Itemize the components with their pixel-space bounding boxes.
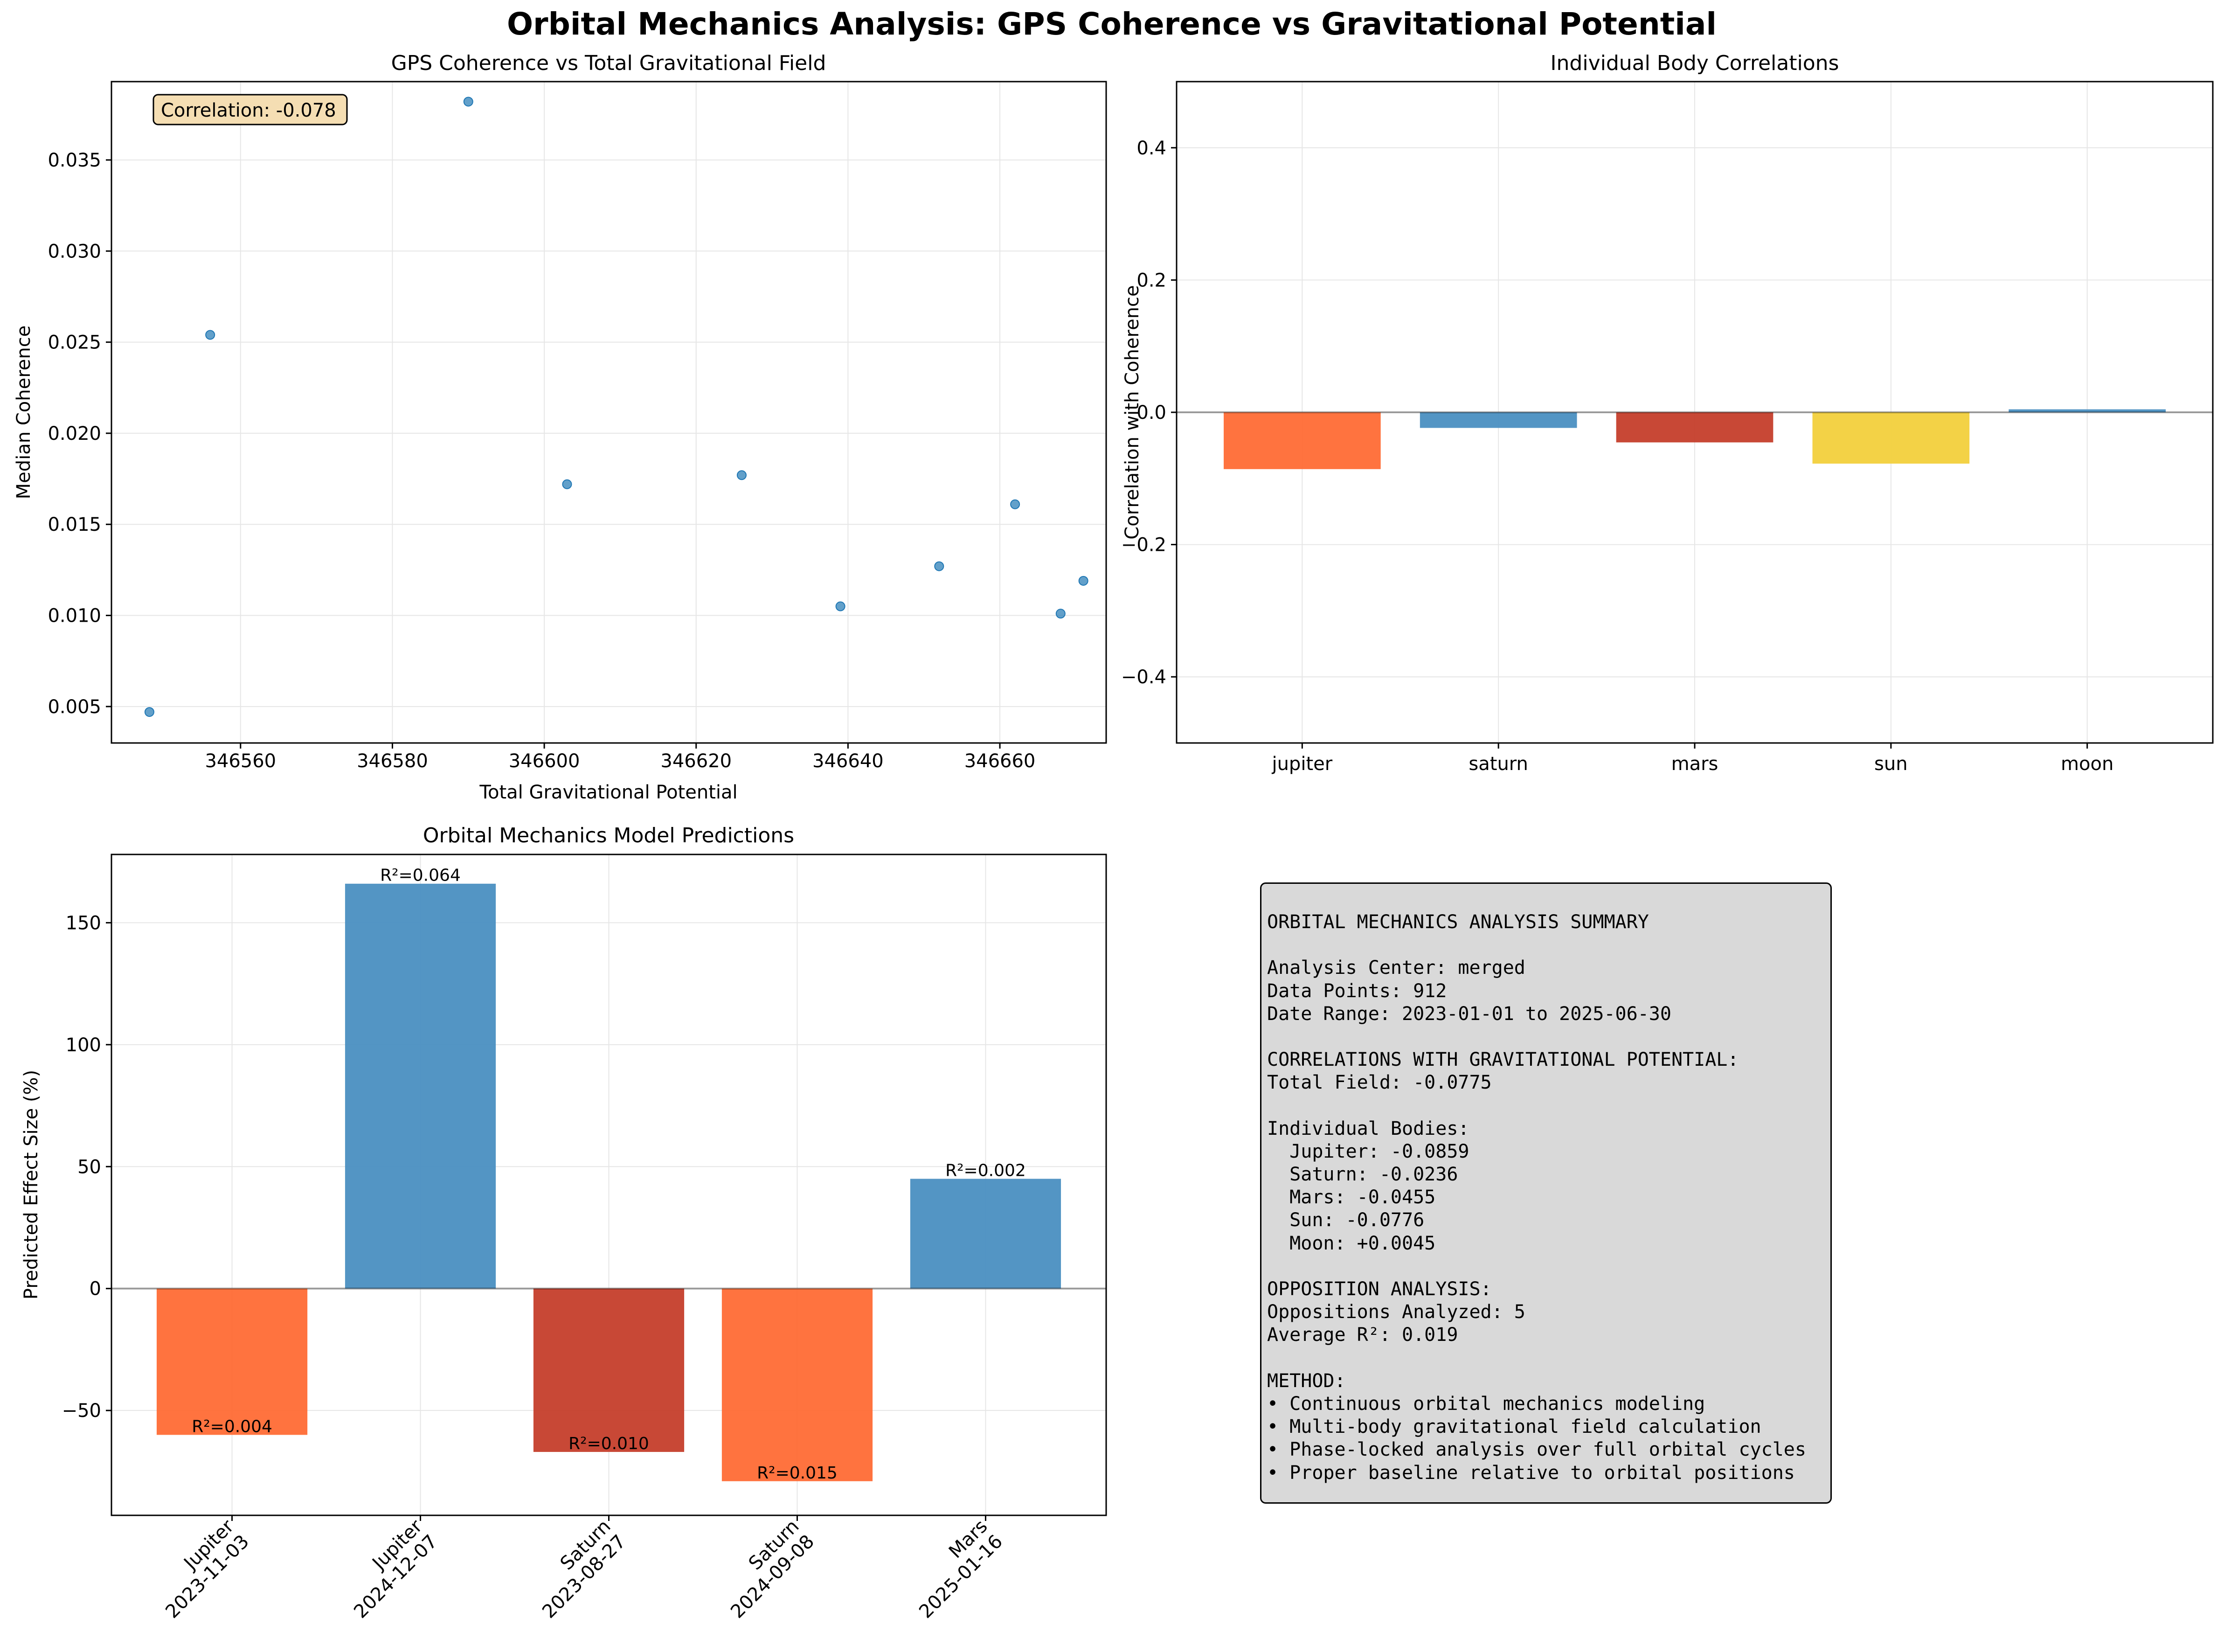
summary-line: Sun: -0.0776 bbox=[1267, 1209, 1425, 1231]
correlation-annotation-box bbox=[152, 94, 348, 125]
body-correlation-bar-moon bbox=[2009, 409, 2166, 412]
scatter-x-tick-label: 346560 bbox=[205, 750, 276, 772]
body-correlation-bars bbox=[1177, 409, 2213, 469]
model-predictions-bar bbox=[156, 1288, 308, 1435]
scatter-x-axis-label: Total Gravitational Potential bbox=[479, 782, 737, 803]
scatter-y-tick-label: 0.025 bbox=[48, 332, 101, 354]
summary-line: • Continuous orbital mechanics modeling bbox=[1267, 1393, 1705, 1415]
model-predictions-bar bbox=[910, 1179, 1061, 1289]
body-correlation-y-axis-label: Correlation with Coherence bbox=[1122, 285, 1143, 539]
summary-line: Moon: +0.0045 bbox=[1267, 1232, 1436, 1254]
summary-line: ORBITAL MECHANICS ANALYSIS SUMMARY bbox=[1267, 911, 1649, 933]
summary-text-box: ORBITAL MECHANICS ANALYSIS SUMMARY Analys… bbox=[1260, 882, 1832, 1504]
body-correlation-title: Individual Body Correlations bbox=[1551, 51, 1839, 75]
model-predictions-data-label: R²=0.064 bbox=[380, 866, 461, 885]
body-correlation-x-tick-label: sun bbox=[1874, 753, 1908, 775]
scatter-axes-frame bbox=[111, 81, 1107, 744]
body-correlation-ticks: −0.4 −0.2 0.0 0.2 0.4 jupiter saturn mars sun moo… bbox=[1121, 138, 2113, 775]
summary-line: Jupiter: -0.0859 bbox=[1267, 1140, 1469, 1162]
model-predictions-data-label: R²=0.002 bbox=[945, 1161, 1026, 1180]
body-correlation-x-tick-label: moon bbox=[2061, 753, 2113, 775]
summary-line: Date Range: 2023-01-01 to 2025-06-30 bbox=[1267, 1003, 1671, 1025]
scatter-ticks: 346560 346580 346600 346620 346640 346660 0.00… bbox=[48, 150, 1035, 772]
summary-line: Oppositions Analyzed: 5 bbox=[1267, 1301, 1525, 1323]
scatter-x-tick-label: 346620 bbox=[660, 750, 732, 772]
scatter-x-tick-label: 346660 bbox=[964, 750, 1036, 772]
summary-line: Saturn: -0.0236 bbox=[1267, 1164, 1458, 1186]
summary-line: Data Points: 912 bbox=[1267, 980, 1447, 1002]
scatter-y-tick-label: 0.005 bbox=[48, 696, 101, 718]
scatter-point bbox=[736, 470, 747, 480]
body-correlation-y-tick-label: 0.4 bbox=[1136, 138, 1166, 159]
scatter-y-tick-label: 0.015 bbox=[48, 514, 101, 535]
scatter-point bbox=[1078, 576, 1088, 586]
summary-line: • Proper baseline relative to orbital po… bbox=[1267, 1462, 1795, 1484]
figure-title: Orbital Mechanics Analysis: GPS Coherenc… bbox=[507, 6, 1717, 42]
model-predictions-bar bbox=[533, 1288, 685, 1452]
summary-line: CORRELATIONS WITH GRAVITATIONAL POTENTIA… bbox=[1267, 1049, 1739, 1071]
model-predictions-y-tick-label: 100 bbox=[66, 1034, 101, 1056]
body-correlation-x-tick-label: mars bbox=[1671, 753, 1718, 775]
model-predictions-bars: R²=0.004 R²=0.064 R²=0.010 R²=0.015 R²=0.002 bbox=[111, 866, 1106, 1483]
summary-line: METHOD: bbox=[1267, 1370, 1346, 1392]
body-correlation-y-tick-label: 0.0 bbox=[1136, 402, 1166, 423]
scatter-point bbox=[562, 479, 572, 489]
body-correlation-bar-mars bbox=[1616, 412, 1774, 443]
summary-line bbox=[1267, 1347, 1830, 1370]
body-correlation-y-tick-label: 0.2 bbox=[1136, 270, 1166, 291]
model-predictions-y-tick-label: 150 bbox=[66, 912, 101, 934]
body-correlation-y-tick-label: −0.4 bbox=[1121, 666, 1166, 688]
body-correlation-x-tick-label: jupiter bbox=[1271, 753, 1332, 775]
summary-line bbox=[1267, 1026, 1830, 1048]
scatter-point bbox=[835, 601, 845, 611]
scatter-point bbox=[1055, 609, 1066, 619]
summary-line: Mars: -0.0455 bbox=[1267, 1187, 1436, 1208]
model-predictions-data-label: R²=0.004 bbox=[192, 1417, 272, 1436]
body-correlation-y-tick-label: −0.2 bbox=[1121, 534, 1166, 556]
model-predictions-bar bbox=[345, 883, 496, 1289]
scatter-y-tick-label: 0.020 bbox=[48, 423, 101, 444]
body-correlation-bar-sun bbox=[1812, 412, 1970, 464]
scatter-title: GPS Coherence vs Total Gravitational Fie… bbox=[391, 51, 826, 75]
summary-line: Individual Bodies: bbox=[1267, 1118, 1469, 1139]
body-correlation-panel: −0.4 −0.2 0.0 0.2 0.4 jupiter saturn mars sun moo… bbox=[1121, 51, 2214, 775]
model-predictions-data-label: R²=0.015 bbox=[757, 1464, 838, 1483]
correlation-annotation: Correlation: -0.078 bbox=[161, 100, 336, 121]
summary-line: • Phase-locked analysis over full orbita… bbox=[1267, 1439, 1806, 1461]
scatter-y-tick-label: 0.035 bbox=[48, 150, 101, 171]
summary-line bbox=[1267, 934, 1830, 957]
scatter-panel: 346560 346580 346600 346620 346640 346660 0.00… bbox=[13, 51, 1107, 803]
model-predictions-y-axis-label: Predicted Effect Size (%) bbox=[21, 1070, 42, 1299]
body-correlation-x-tick-label: saturn bbox=[1469, 753, 1528, 775]
scatter-point bbox=[144, 707, 154, 717]
scatter-gridlines bbox=[111, 82, 1106, 743]
summary-line: Average R²: 0.019 bbox=[1267, 1324, 1458, 1346]
scatter-y-tick-label: 0.010 bbox=[48, 605, 101, 627]
model-predictions-y-tick-label: −50 bbox=[62, 1400, 101, 1422]
scatter-point bbox=[205, 330, 215, 340]
scatter-x-tick-label: 346640 bbox=[812, 750, 884, 772]
scatter-y-axis-label: Median Coherence bbox=[13, 326, 35, 500]
scatter-point bbox=[463, 97, 473, 107]
body-correlation-bar-jupiter bbox=[1224, 412, 1381, 469]
summary-line: Analysis Center: merged bbox=[1267, 957, 1525, 979]
body-correlation-bar-saturn bbox=[1420, 412, 1577, 428]
model-predictions-y-tick-label: 50 bbox=[77, 1156, 101, 1178]
model-predictions-data-label: R²=0.010 bbox=[568, 1434, 649, 1453]
scatter-point bbox=[1010, 499, 1020, 509]
scatter-x-tick-label: 346580 bbox=[357, 750, 428, 772]
model-predictions-y-tick-label: 0 bbox=[90, 1278, 101, 1300]
summary-line bbox=[1267, 1255, 1830, 1278]
scatter-point bbox=[934, 561, 944, 571]
scatter-y-tick-label: 0.030 bbox=[48, 241, 101, 262]
summary-line: Total Field: -0.0775 bbox=[1267, 1072, 1492, 1094]
summary-line bbox=[1267, 1095, 1830, 1118]
summary-line: OPPOSITION ANALYSIS: bbox=[1267, 1278, 1492, 1300]
model-predictions-bar bbox=[721, 1288, 873, 1481]
model-predictions-title: Orbital Mechanics Model Predictions bbox=[423, 824, 794, 847]
scatter-points bbox=[144, 97, 1088, 717]
scatter-x-tick-label: 346600 bbox=[509, 750, 580, 772]
summary-line: • Multi-body gravitational field calcula… bbox=[1267, 1416, 1761, 1438]
